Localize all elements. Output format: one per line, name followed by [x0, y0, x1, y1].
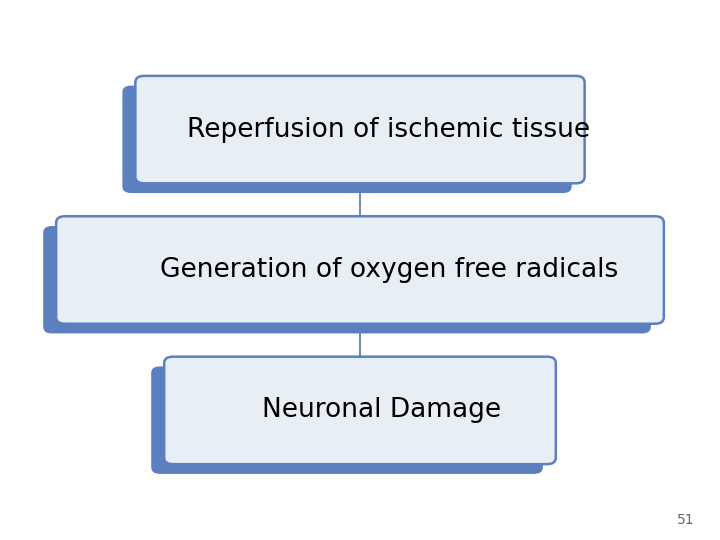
- Text: 51: 51: [678, 512, 695, 526]
- Text: Generation of oxygen free radicals: Generation of oxygen free radicals: [160, 257, 618, 283]
- Text: Neuronal Damage: Neuronal Damage: [262, 397, 501, 423]
- FancyBboxPatch shape: [122, 85, 572, 193]
- FancyBboxPatch shape: [43, 226, 651, 333]
- FancyBboxPatch shape: [164, 357, 556, 464]
- Text: Reperfusion of ischemic tissue: Reperfusion of ischemic tissue: [187, 117, 590, 143]
- FancyBboxPatch shape: [135, 76, 585, 184]
- FancyBboxPatch shape: [151, 366, 543, 474]
- FancyBboxPatch shape: [56, 217, 664, 324]
